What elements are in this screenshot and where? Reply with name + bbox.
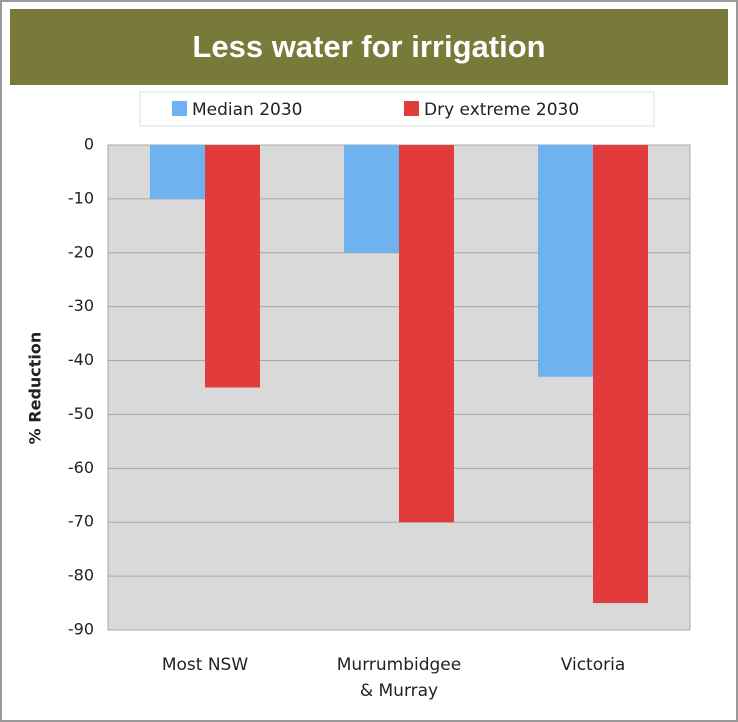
- y-tick-label: -40: [68, 350, 94, 369]
- chart-title: Less water for irrigation: [192, 29, 545, 64]
- legend-label: Dry extreme 2030: [424, 100, 579, 120]
- x-tick-label-box: Murrumbidgee & Murray: [336, 655, 462, 701]
- x-tick-label: Murrumbidgee & Murray: [336, 655, 462, 701]
- x-tick-label-box: Most NSW: [161, 655, 249, 675]
- x-tick-label: Most NSW: [161, 655, 249, 675]
- y-tick-label: -50: [68, 404, 94, 423]
- y-tick-label: -90: [68, 620, 94, 639]
- bar: [593, 145, 648, 604]
- y-tick-label: -80: [68, 566, 94, 585]
- y-tick-label: 0: [84, 135, 94, 154]
- y-tick-label: -10: [68, 188, 94, 207]
- y-axis-label: % Reduction: [26, 332, 45, 445]
- legend-swatch: [172, 101, 187, 116]
- legend-label: Median 2030: [192, 100, 303, 120]
- y-tick-label: -70: [68, 512, 94, 531]
- y-tick-label: -60: [68, 458, 94, 477]
- bar: [205, 145, 260, 388]
- bar: [150, 145, 205, 199]
- bar: [399, 145, 454, 523]
- x-tick-label: Victoria: [560, 655, 626, 675]
- header: [10, 9, 728, 85]
- y-tick-label: -30: [68, 296, 94, 315]
- x-tick-label-box: Victoria: [560, 655, 626, 675]
- bar: [538, 145, 593, 377]
- bar: [344, 145, 399, 253]
- legend-swatch: [404, 101, 419, 116]
- y-tick-label: -20: [68, 242, 94, 261]
- legend: [139, 91, 655, 127]
